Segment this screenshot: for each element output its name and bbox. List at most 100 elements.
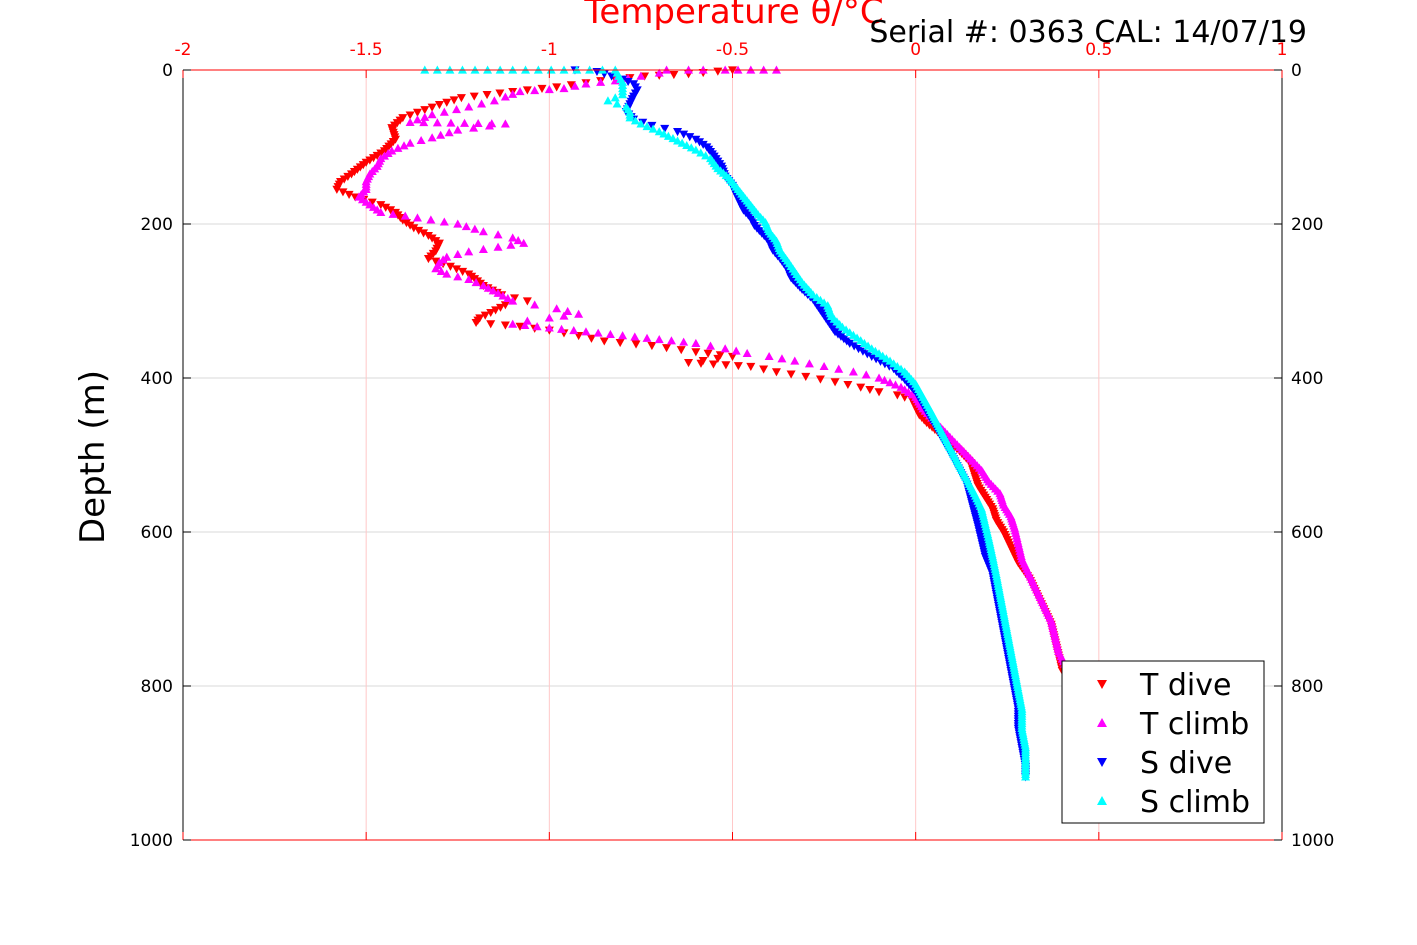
data-point — [574, 309, 584, 318]
data-point — [544, 313, 554, 322]
data-point — [801, 372, 811, 381]
data-point — [669, 71, 679, 80]
data-point — [885, 378, 895, 387]
data-point — [486, 308, 496, 318]
data-point — [771, 368, 781, 377]
data-point — [420, 106, 430, 115]
data-point — [420, 112, 430, 121]
data-point — [381, 203, 391, 212]
y-tick-label-right: 200 — [1291, 215, 1323, 235]
data-point — [427, 103, 437, 112]
data-point — [405, 117, 415, 126]
data-point — [804, 359, 814, 368]
data-point — [654, 127, 664, 136]
data-point — [478, 227, 488, 236]
data-point — [495, 303, 505, 312]
data-point — [559, 311, 569, 320]
legend-label: T climb — [1139, 707, 1249, 742]
data-point — [815, 375, 825, 384]
data-point — [460, 118, 470, 127]
data-point — [777, 354, 787, 363]
legend-label: S climb — [1140, 785, 1250, 820]
data-point — [414, 226, 424, 235]
legend-box — [1061, 660, 1265, 824]
data-point — [508, 89, 518, 98]
data-point — [332, 185, 342, 194]
data-point — [412, 115, 422, 124]
data-point — [379, 147, 389, 156]
chart-title: Serial #: 0363 CAL: 14/07/19 — [869, 15, 1307, 50]
data-point — [427, 110, 437, 119]
data-point — [493, 242, 503, 251]
data-point — [677, 138, 687, 147]
data-point — [599, 337, 609, 346]
data-point — [453, 219, 463, 228]
data-point — [436, 130, 446, 139]
x-tick-label: -2 — [175, 40, 192, 60]
data-point — [456, 94, 466, 103]
data-point — [701, 151, 711, 160]
data-point — [630, 332, 640, 341]
data-point — [834, 364, 844, 373]
data-point — [845, 339, 855, 348]
legend-marker — [1097, 796, 1107, 805]
data-point — [500, 321, 510, 330]
axes — [182, 69, 1283, 841]
data-point — [596, 77, 606, 86]
data-point — [566, 81, 576, 90]
data-point — [848, 367, 858, 376]
data-point — [461, 222, 471, 231]
y-tick-label-right: 800 — [1291, 677, 1323, 697]
data-point — [691, 348, 701, 357]
data-point — [880, 375, 890, 384]
data-point — [453, 272, 463, 281]
data-point — [636, 71, 646, 80]
data-point — [654, 335, 664, 344]
data-point — [615, 338, 625, 348]
data-point — [721, 361, 731, 370]
x-tick-label: 1 — [1277, 40, 1288, 60]
data-point — [453, 249, 463, 259]
data-point — [532, 322, 542, 331]
y-tick-label-right: 600 — [1291, 523, 1323, 543]
data-point — [480, 311, 490, 320]
data-point — [544, 323, 554, 332]
data-point — [618, 331, 628, 340]
data-point — [500, 92, 510, 101]
data-point — [659, 129, 669, 138]
data-point — [452, 105, 462, 114]
y-tick-label-left: 800 — [141, 677, 173, 697]
data-point — [515, 322, 525, 331]
x-tick-label: 0.5 — [1085, 40, 1112, 60]
data-point — [830, 378, 840, 387]
data-point — [642, 333, 652, 342]
data-point — [682, 140, 692, 150]
data-point — [603, 96, 613, 105]
data-point — [849, 342, 859, 351]
data-point — [703, 349, 713, 358]
data-point — [470, 224, 480, 233]
data-point — [537, 84, 547, 93]
data-points — [332, 65, 1075, 782]
data-point — [393, 143, 403, 152]
data-point — [515, 87, 525, 96]
data-point — [679, 130, 689, 139]
data-point — [493, 288, 503, 297]
data-point — [484, 121, 494, 130]
data-point — [405, 138, 415, 147]
data-point — [399, 141, 409, 150]
data-point — [458, 267, 468, 276]
data-point — [508, 233, 518, 242]
data-point — [513, 236, 523, 245]
data-point — [764, 351, 774, 361]
data-point — [444, 128, 454, 137]
data-point — [372, 151, 382, 160]
data-point — [691, 145, 701, 154]
data-point — [843, 380, 853, 390]
data-point — [439, 217, 449, 226]
data-point — [676, 346, 686, 355]
data-point — [623, 77, 633, 87]
data-point — [559, 83, 569, 93]
data-point — [412, 108, 422, 117]
